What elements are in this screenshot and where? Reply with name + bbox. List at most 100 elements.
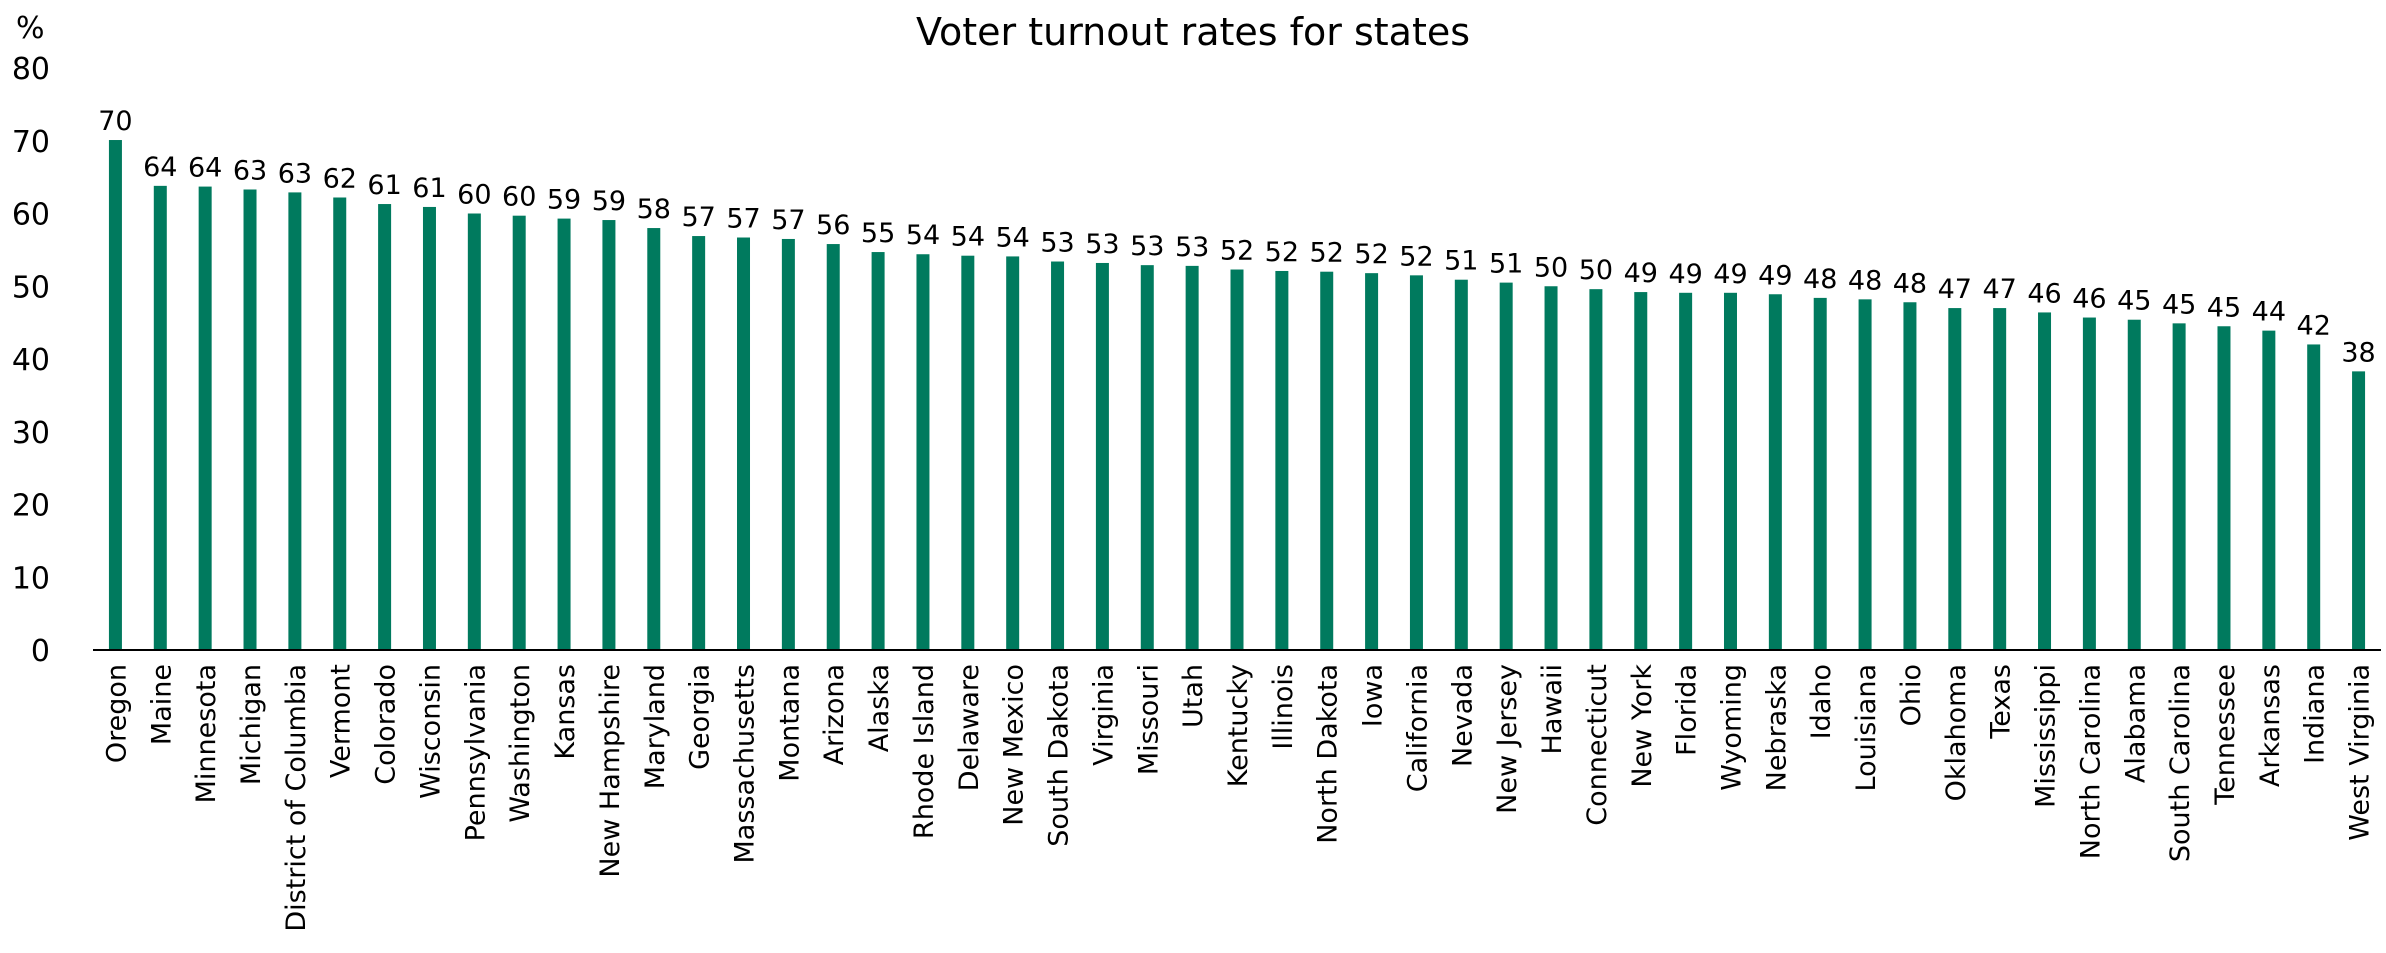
x-tick-label: Pennsylvania [460,664,491,841]
y-tick-label: 0 [31,634,50,669]
bar [2127,319,2141,650]
bar [1589,289,1603,650]
data-label: 53 [1130,231,1164,262]
bar [1499,282,1513,650]
x-tick-label: Florida [1672,664,1703,756]
bar [916,254,930,651]
x-tick-label: Hawaii [1537,664,1568,754]
data-label: 53 [1085,229,1119,260]
bar [1679,292,1693,650]
x-tick-label: Rhode Island [909,664,940,839]
x-tick-label: Idaho [1806,664,1837,739]
bar [1320,271,1334,650]
bar [467,213,481,650]
x-tick-label: North Dakota [1313,664,1344,844]
x-tick-label: Michigan [236,664,267,785]
data-label: 45 [2117,286,2151,317]
data-label: 54 [951,222,985,253]
data-label: 56 [816,210,850,241]
x-tick-label: Iowa [1358,664,1389,727]
bar [243,189,257,650]
data-label: 46 [2072,284,2106,315]
x-tick-label: South Dakota [1044,664,1075,847]
y-tick-label: 10 [12,561,50,596]
bar [1993,308,2007,650]
x-tick-label: Nebraska [1761,664,1792,791]
data-label: 59 [547,185,581,216]
data-label: 49 [1713,259,1747,290]
y-axis-ticks: 0 10 20 30 40 50 60 70 80 [12,52,50,669]
data-label: 57 [771,205,805,236]
data-label: 62 [323,163,357,194]
data-label: 57 [726,204,760,235]
bar [1768,294,1782,650]
x-tick-label: New Mexico [999,664,1030,826]
bar [737,237,751,650]
x-tick-label: New Jersey [1492,664,1523,814]
x-tick-label: Arizona [819,664,850,765]
bar [1006,256,1020,650]
data-label: 64 [143,152,177,183]
bar [781,238,795,650]
x-tick-label: Vermont [326,664,357,778]
x-tick-label: Mississippi [2031,664,2062,808]
data-label: 45 [2162,289,2196,320]
x-tick-label: Oregon [101,664,132,763]
data-label: 60 [457,180,491,211]
x-tick-label: Georgia [685,664,716,770]
data-label: 61 [367,170,401,201]
bar [602,220,616,651]
data-label: 45 [2207,292,2241,323]
bar [2352,371,2366,650]
bar [1140,265,1154,650]
data-label: 54 [906,220,940,251]
y-tick-label: 70 [12,125,50,160]
data-label: 60 [502,182,536,213]
x-tick-label: Alaska [864,664,895,752]
y-tick-label: 80 [12,52,50,87]
y-tick-label: 20 [12,489,50,524]
bar [1903,302,1917,650]
bar [1275,270,1289,650]
x-tick-label: Washington [505,664,536,823]
y-tick-label: 50 [12,270,50,305]
data-labels-group: 70 64 64 63 63 62 61 61 60 60 59 59 58 57 57 57 56 55 54 54… [98,106,2375,368]
data-label: 51 [1444,246,1478,277]
x-tick-label: Massachusetts [730,664,761,864]
x-tick-label: Connecticut [1582,664,1613,826]
bar [826,244,840,650]
y-tick-label: 30 [12,416,50,451]
x-tick-label: New Hampshire [595,664,626,878]
bar [2038,312,2052,650]
data-label: 50 [1534,252,1568,283]
data-label: 49 [1624,258,1658,289]
x-tick-label: West Virginia [2345,664,2376,841]
data-label: 47 [1938,274,1972,305]
bar [2172,323,2186,650]
data-label: 38 [2341,337,2375,368]
x-tick-label: Tennessee [2210,664,2241,806]
x-tick-label: Illinois [1268,664,1299,750]
data-label: 63 [278,158,312,189]
x-tick-label: North Carolina [2075,664,2106,859]
x-tick-label: District of Columbia [281,664,312,932]
x-tick-label: New York [1627,664,1658,788]
bar [692,236,706,651]
bar [961,255,975,650]
x-tick-label: Kentucky [1223,664,1254,787]
x-tick-label: Virginia [1088,664,1119,766]
x-tick-label: Texas [1986,664,2017,740]
y-tick-label: 60 [12,198,50,233]
bar [1723,292,1737,650]
bar [2307,344,2321,650]
bar [2262,330,2276,650]
data-label: 64 [188,153,222,184]
bar [1365,273,1379,650]
bar [1051,261,1065,650]
bar [422,206,436,650]
data-label: 61 [412,173,446,204]
bars-group [108,140,2366,651]
x-tick-label: South Carolina [2165,664,2196,862]
data-label: 49 [1668,259,1702,290]
